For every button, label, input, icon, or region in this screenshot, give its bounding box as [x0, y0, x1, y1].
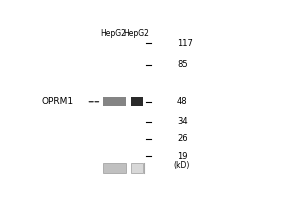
- Text: 19: 19: [177, 152, 188, 161]
- Text: 48: 48: [177, 97, 188, 106]
- Text: 85: 85: [177, 60, 188, 69]
- Bar: [103, 163, 126, 173]
- Bar: [130, 97, 143, 106]
- Text: HepG2: HepG2: [100, 29, 126, 38]
- Text: (kD): (kD): [173, 161, 190, 170]
- Text: HepG2: HepG2: [123, 29, 149, 38]
- Text: 34: 34: [177, 117, 188, 126]
- Bar: [103, 97, 126, 106]
- Text: 26: 26: [177, 134, 188, 143]
- Bar: [130, 163, 143, 173]
- Text: OPRM1: OPRM1: [41, 97, 74, 106]
- Text: 117: 117: [177, 39, 193, 48]
